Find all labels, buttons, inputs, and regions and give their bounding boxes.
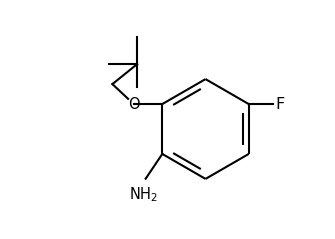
Text: NH$_2$: NH$_2$ [129,186,158,205]
Text: F: F [276,97,285,112]
Text: O: O [128,97,140,112]
